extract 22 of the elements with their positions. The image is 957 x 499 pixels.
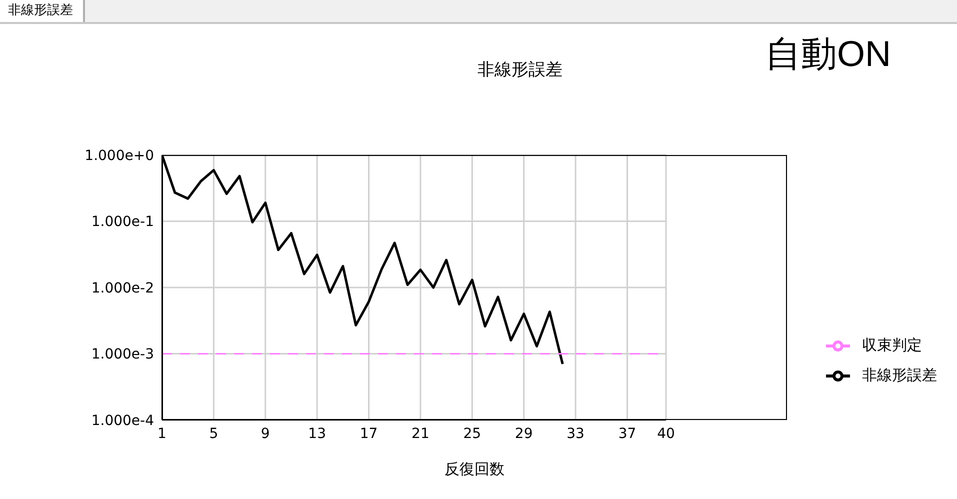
x-tick-label: 29 <box>514 426 533 442</box>
text: 自動ON <box>765 32 891 76</box>
y-tick-label: 1.000e-1 <box>91 214 154 230</box>
x-tick-label: 33 <box>566 426 584 442</box>
y-tick-label: 1.000e-4 <box>91 412 154 429</box>
x-tick-label: 13 <box>308 426 326 442</box>
x-tick-label: 9 <box>260 426 270 442</box>
y-tick-label: 1.000e-2 <box>91 280 154 296</box>
x-tick-label: 21 <box>412 426 430 442</box>
text: 非線形誤差 <box>0 0 85 22</box>
x-tick-label: 5 <box>209 426 218 442</box>
chart-title: 非線形誤差 <box>476 59 564 81</box>
x-axis-title: 反復回数 <box>444 460 506 479</box>
x-tick-label: 40 <box>657 426 675 442</box>
x-tick-label: 25 <box>463 426 482 442</box>
y-tick-label: 1.000e+0 <box>84 148 154 164</box>
x-tick-label: 17 <box>360 426 378 442</box>
y-tick-label: 1.000e-3 <box>91 346 154 363</box>
x-tick-label: 37 <box>618 426 636 442</box>
x-tick-label: 1 <box>158 426 166 442</box>
legend-label: 非線形誤差 <box>862 366 937 384</box>
legend-label: 収束判定 <box>862 336 922 354</box>
